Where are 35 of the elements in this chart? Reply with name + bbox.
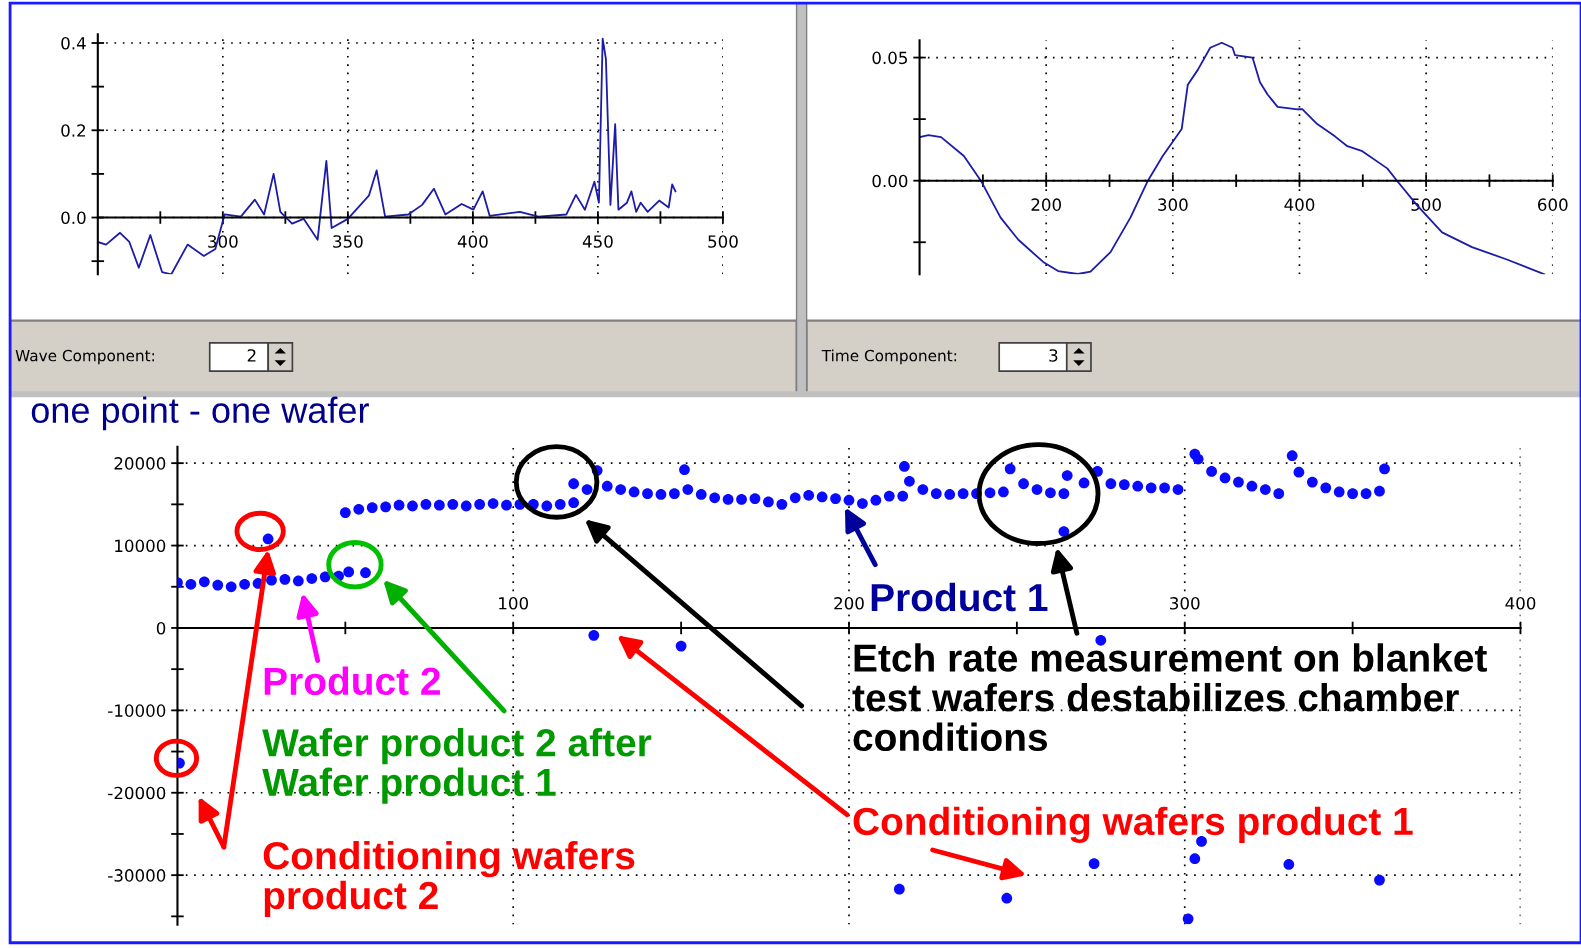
y-tick-label: -20000	[108, 786, 166, 800]
annotation: Etch rate measurement on blanket test wafers destabilizes chamber conditions	[852, 643, 1487, 752]
y-tick-label: 20000	[114, 457, 166, 470]
x-tick-label: 400	[457, 235, 488, 248]
x-tick-label: 600	[1538, 198, 1568, 211]
x-tick-label: 300	[1170, 597, 1200, 610]
text: 3	[1049, 349, 1058, 362]
text: Wave Component:	[15, 349, 154, 365]
annotation: Wafer product 2 after Wafer product 1	[262, 727, 652, 804]
y-tick-label: 0	[156, 621, 166, 635]
y-tick-label: 0.00	[872, 174, 908, 188]
annotation: Product 2	[264, 666, 440, 696]
text: Time Component:	[821, 349, 957, 365]
x-tick-label: 350	[333, 235, 363, 248]
x-tick-label: 200	[1031, 198, 1061, 211]
y-tick-label: -30000	[108, 869, 166, 882]
x-tick-label: 300	[1158, 198, 1188, 211]
y-tick-label: -10000	[108, 704, 166, 717]
x-tick-label: 500	[708, 235, 738, 248]
annotation: Conditioning wafers product 2	[263, 840, 635, 917]
y-tick-label: 10000	[115, 539, 166, 553]
annotation: Conditioning wafers product 1	[853, 806, 1413, 844]
chart-title: one point - one wafer	[31, 396, 369, 431]
line-series	[97, 37, 677, 275]
x-tick-label: 400	[1505, 597, 1536, 610]
x-tick-label: 200	[834, 597, 864, 610]
y-tick-label: 0.4	[61, 36, 86, 50]
x-tick-label: 450	[582, 235, 613, 248]
annotation: Product 1	[871, 582, 1048, 612]
x-tick-label: 100	[499, 597, 529, 610]
y-tick-label: 0.0	[61, 211, 86, 225]
x-tick-label: 400	[1284, 198, 1315, 211]
text: 2	[247, 349, 256, 362]
y-tick-label: 0.2	[61, 124, 86, 137]
y-tick-label: 0.05	[872, 51, 907, 65]
